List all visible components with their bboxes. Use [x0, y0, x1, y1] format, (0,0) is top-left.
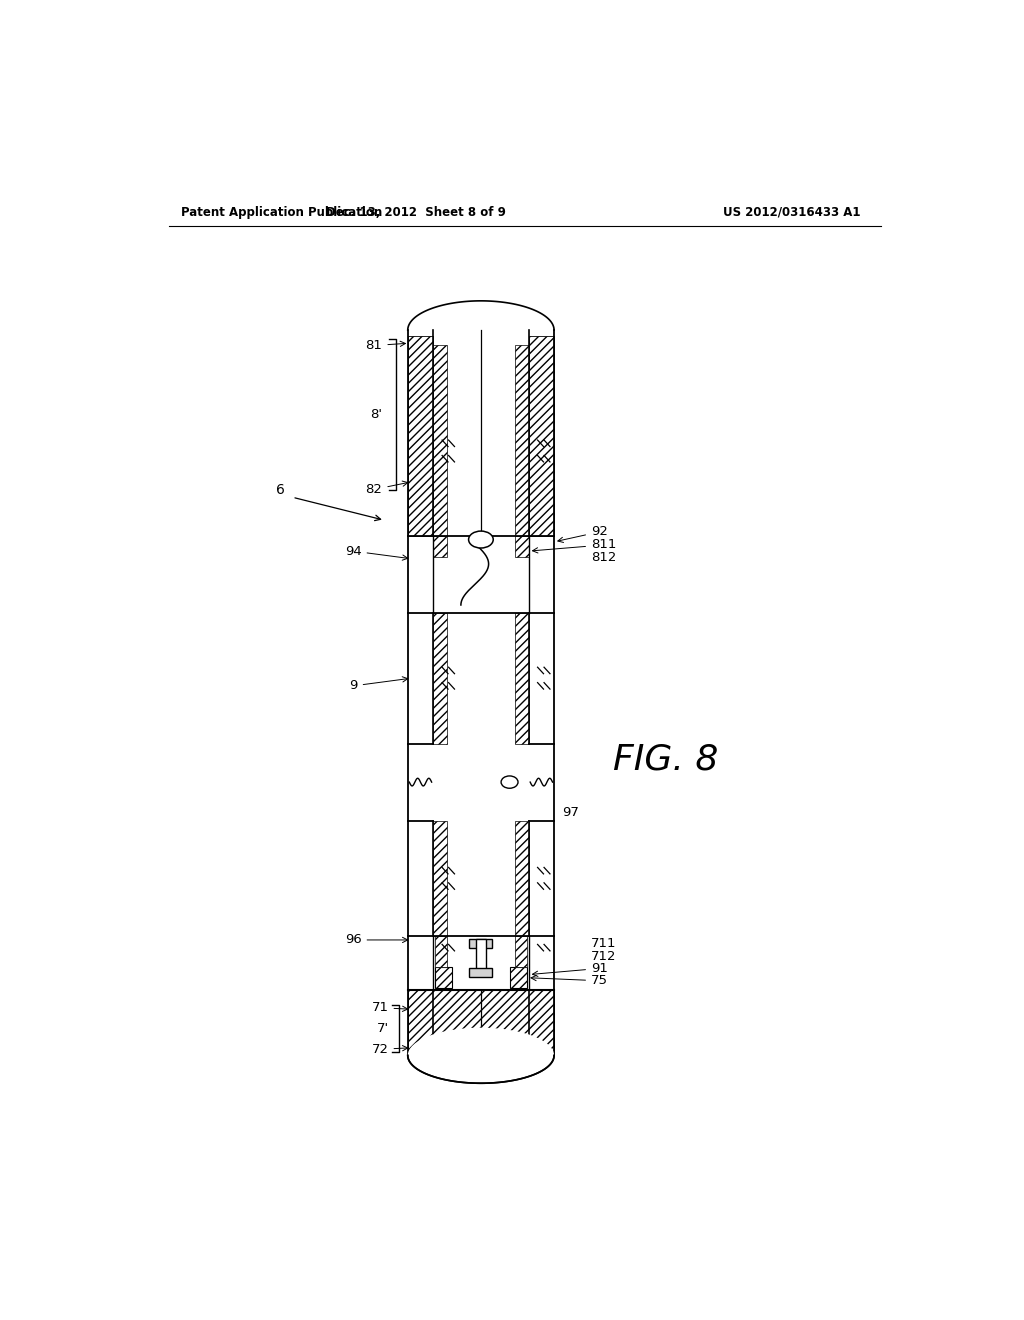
Text: 96: 96: [345, 933, 408, 946]
Text: 92: 92: [558, 525, 608, 543]
Text: FIG. 8: FIG. 8: [613, 742, 719, 776]
Bar: [515, 936, 527, 966]
Text: 812: 812: [591, 550, 616, 564]
Text: 81: 81: [366, 339, 406, 352]
Bar: [408, 990, 554, 1056]
Text: 711: 711: [591, 937, 616, 950]
Bar: [510, 966, 527, 989]
Text: 72: 72: [372, 1043, 408, 1056]
Text: Patent Application Publication: Patent Application Publication: [180, 206, 382, 219]
Text: 9: 9: [349, 677, 408, 693]
Text: 6: 6: [276, 483, 285, 496]
Bar: [515, 345, 528, 536]
Bar: [433, 612, 447, 743]
Bar: [435, 936, 447, 966]
Text: 8': 8': [371, 408, 382, 421]
Ellipse shape: [408, 1028, 554, 1084]
Bar: [475, 940, 486, 973]
Ellipse shape: [469, 531, 494, 548]
Text: 97: 97: [562, 807, 579, 820]
Text: Dec. 13, 2012  Sheet 8 of 9: Dec. 13, 2012 Sheet 8 of 9: [326, 206, 506, 219]
Bar: [435, 966, 452, 989]
Bar: [408, 337, 433, 536]
Bar: [515, 612, 528, 743]
Bar: [528, 337, 554, 536]
Text: 7': 7': [377, 1022, 388, 1035]
Bar: [433, 821, 447, 936]
Text: 82: 82: [366, 480, 408, 496]
Text: 712: 712: [591, 949, 616, 962]
Text: 811: 811: [532, 539, 616, 553]
Text: 94: 94: [345, 545, 408, 560]
Bar: [515, 536, 528, 557]
Text: 71: 71: [372, 1001, 408, 1014]
Text: US 2012/0316433 A1: US 2012/0316433 A1: [724, 206, 861, 219]
Bar: [515, 821, 528, 936]
Bar: [469, 968, 493, 977]
Bar: [433, 345, 447, 536]
Bar: [469, 940, 493, 948]
Text: 75: 75: [531, 974, 608, 987]
Bar: [433, 536, 447, 557]
Ellipse shape: [501, 776, 518, 788]
Text: 91: 91: [532, 962, 608, 977]
